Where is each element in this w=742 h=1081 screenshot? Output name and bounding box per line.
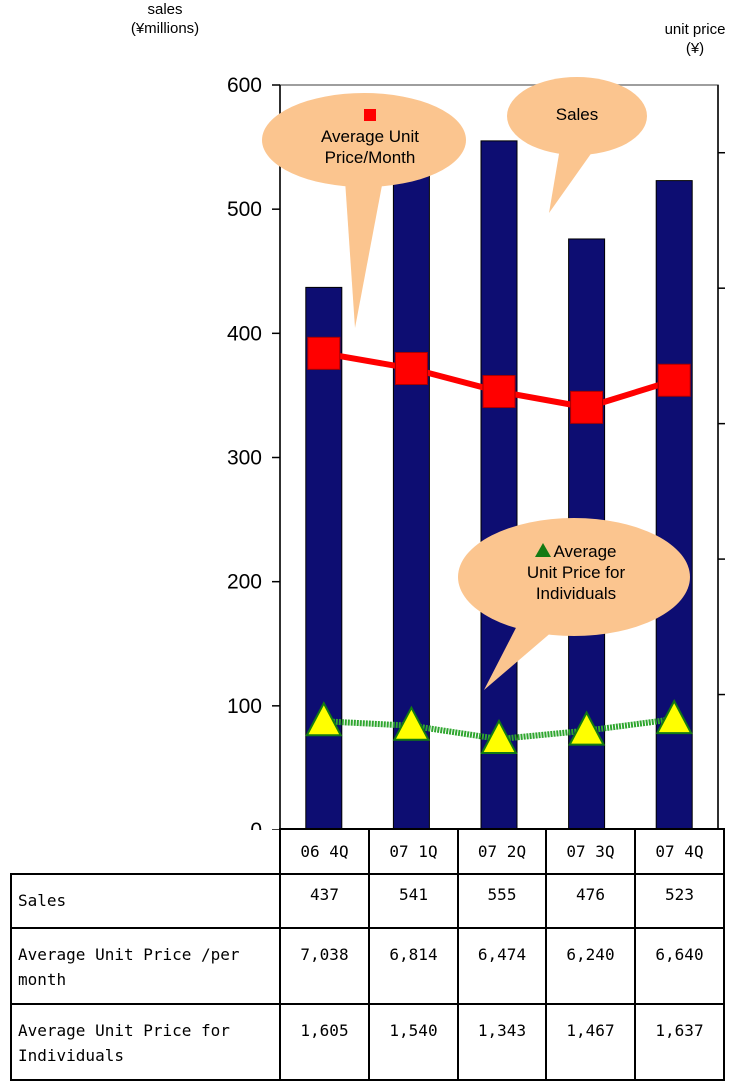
table-cell: 1,343 [457,1003,547,1081]
sales-bar [480,140,518,830]
table-header-row: 06 4Q 07 1Q 07 2Q 07 3Q 07 4Q [11,828,725,875]
callout-price-month-line1: Average Unit [321,127,419,146]
table-row: Sales 437 541 555 476 523 [10,873,725,929]
price-month-marker [307,336,341,370]
individuals-marker [655,698,693,735]
left-axis-title-line1: sales [147,1,183,18]
average-unit-price-individuals-series [305,698,693,755]
table-header-cell: 07 4Q [634,828,725,875]
individuals-marker [567,710,606,746]
table-row: Average Unit Price for Individuals 1,605… [10,1003,725,1081]
left-axis-tick-label: 600 [227,74,262,97]
left-axis-tick-label: 400 [227,322,262,345]
price-month-marker [570,390,604,424]
table-cell: 555 [457,873,547,929]
callout-individuals-line3: Individuals [535,584,617,603]
table-cell: 1,637 [634,1003,725,1081]
left-axis-tick-label: 500 [227,198,262,221]
table-cell: 1,467 [545,1003,636,1081]
callout-individuals-text: Average Unit Price for Individuals [464,541,688,604]
callout-sales-text: Sales [555,105,599,124]
table-row-label: Average Unit Price /per month [10,927,281,1005]
average-unit-price-month-series [307,336,691,424]
combo-chart: 0 100 200 300 400 500 600 [227,74,725,830]
table-row-label: Sales [10,873,281,929]
sales-bar [305,286,343,830]
left-axis-tick-label: 100 [227,695,262,718]
table-cell: 6,474 [457,927,547,1005]
table-cell: 541 [368,873,459,929]
table-row: Average Unit Price /per month 7,038 6,81… [10,927,725,1005]
table-header-cell: 07 2Q [457,828,547,875]
callout-average-unit-price-individuals [458,518,690,690]
price-month-marker [482,375,516,409]
table-cell: 476 [545,873,636,929]
individuals-line [323,716,675,743]
table-row-label-line2: Individuals [18,1046,124,1065]
table-cell: 1,605 [279,1003,370,1081]
table-header-cell: 07 3Q [545,828,636,875]
green-triangle-marker-icon [535,543,552,557]
table-corner [11,829,281,875]
price-month-marker [657,363,691,397]
table-cell: 1,540 [368,1003,459,1081]
right-axis-title: unit price (¥) [648,20,742,58]
table-row-label-line2: month [18,970,67,989]
table-cell: 6,814 [368,927,459,1005]
right-axis-title-line2: (¥) [685,40,705,57]
table-row-label-line1: Average Unit Price /per [18,945,240,964]
price-month-marker [394,352,428,386]
callout-average-unit-price-month [262,93,466,328]
left-axis: 0 100 200 300 400 500 600 [227,74,281,830]
left-axis-tick-label: 200 [227,571,262,594]
individuals-marker [392,705,431,741]
table-row-label: Average Unit Price for Individuals [10,1003,281,1081]
right-axis-title-line1: unit price [664,21,726,38]
left-axis-title: sales (¥millions) [100,0,230,38]
left-axis-tick-label: 300 [227,447,262,470]
red-square-marker-icon [364,109,376,121]
table-header-cell: 07 1Q [368,828,459,875]
left-axis-title-line2: (¥millions) [130,20,200,37]
table-cell: 523 [634,873,725,929]
right-axis [717,85,725,830]
table-cell: 7,038 [279,927,370,1005]
individuals-marker [305,701,343,737]
data-table: 06 4Q 07 1Q 07 2Q 07 3Q 07 4Q Sales 437 … [10,828,725,1081]
callout-price-month-line2: Price/Month [324,148,416,167]
table-cell: 437 [279,873,370,929]
individuals-marker [480,718,518,755]
callout-individuals-line2: Unit Price for [526,563,626,582]
callout-price-month-text: Average Unit Price/Month [260,105,480,168]
table-cell: 6,240 [545,927,636,1005]
table-row-label-line1: Average Unit Price for [18,1021,230,1040]
table-header-cell: 06 4Q [279,828,370,875]
left-axis-tick-label: 0 [250,819,262,830]
callout-sales [507,77,647,213]
callout-individuals-line1: Average [553,542,617,561]
table-cell: 6,640 [634,927,725,1005]
